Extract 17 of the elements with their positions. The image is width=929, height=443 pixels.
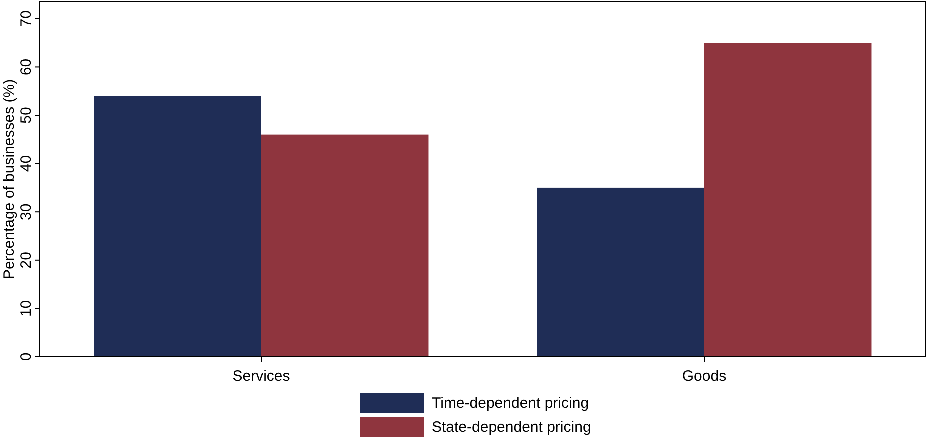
y-tick-label: 20 (18, 252, 35, 269)
y-tick-label: 30 (18, 204, 35, 220)
bar (537, 188, 704, 357)
bar (262, 134, 429, 357)
x-tick-label: Services (232, 368, 290, 385)
x-tick-label: Goods (682, 368, 727, 385)
y-tick-label: 70 (18, 10, 35, 28)
y-tick-label: 0 (18, 352, 35, 362)
y-axis-title: Percentage of businesses (%) (1, 79, 18, 280)
bar (704, 43, 872, 357)
y-tick-label: 40 (18, 155, 35, 172)
y-tick-label: 50 (18, 107, 35, 124)
legend-label: Time-dependent pricing (432, 395, 590, 412)
bar (94, 96, 262, 357)
y-tick-label: 10 (18, 300, 35, 318)
legend-label: State-dependent pricing (432, 419, 592, 436)
y-tick-label: 60 (18, 58, 35, 76)
